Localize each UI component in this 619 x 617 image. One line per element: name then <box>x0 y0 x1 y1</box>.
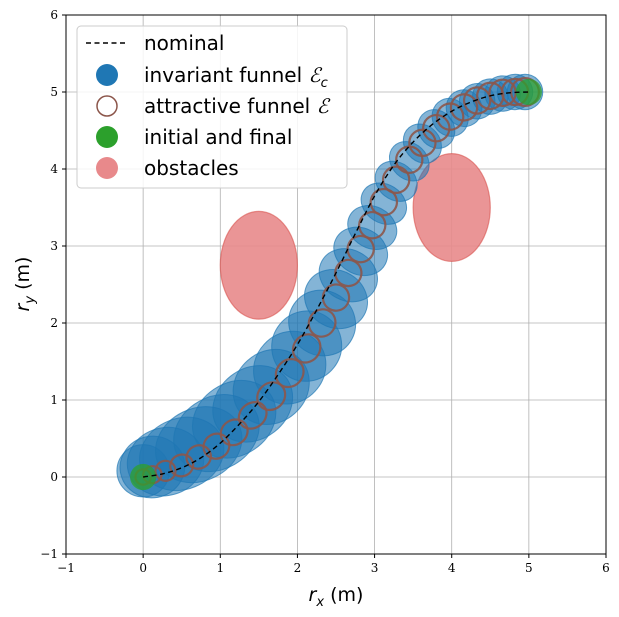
y-tick-label: 0 <box>50 470 58 484</box>
attractive-ellipse <box>381 165 411 194</box>
x-tick-label: 4 <box>448 561 456 575</box>
legend-invariant-label: invariant funnel ℰc <box>144 63 328 91</box>
y-tick-label: 2 <box>50 316 58 330</box>
attractive-ellipse <box>169 453 195 478</box>
legend-attractive-handle <box>96 95 118 117</box>
y-tick-label: −1 <box>40 547 58 561</box>
x-tick-label: 5 <box>525 561 533 575</box>
obstacles-layer <box>219 153 491 320</box>
attractive-funnel-layer <box>134 77 540 486</box>
legend-box <box>76 25 348 189</box>
attractive-ellipse <box>422 113 451 143</box>
attractive-ellipse <box>408 128 437 158</box>
obstacle <box>219 210 299 320</box>
y-tick-label: 6 <box>50 8 58 22</box>
legend-invariant-handle <box>96 64 118 86</box>
x-tick-label: 2 <box>294 561 302 575</box>
initial-final-marker <box>515 78 542 106</box>
attractive-ellipse <box>154 459 177 482</box>
x-tick-label: 6 <box>602 561 610 575</box>
attractive-ellipse <box>435 102 465 131</box>
legend-attractive-label: attractive funnel ℰ <box>144 94 331 118</box>
legend-initial-final-label: initial and final <box>144 125 292 149</box>
attractive-ellipse <box>202 432 231 460</box>
attractive-ellipse <box>476 81 505 111</box>
attractive-ellipse <box>307 308 337 338</box>
attractive-ellipse <box>395 145 424 174</box>
obstacle <box>412 153 491 263</box>
plot-area <box>116 73 544 499</box>
attractive-ellipse <box>237 401 268 430</box>
x-tick-label: 3 <box>371 561 379 575</box>
legend: nominal invariant funnel ℰc attractive f… <box>76 25 348 189</box>
attractive-ellipse <box>449 93 479 122</box>
y-axis-label: ry (m) <box>12 257 38 312</box>
nominal-trajectory <box>143 91 529 478</box>
legend-obstacles-label: obstacles <box>144 156 239 180</box>
legend-initial-final-handle <box>96 126 118 148</box>
attractive-ellipse <box>321 283 351 312</box>
attractive-ellipse <box>488 78 517 107</box>
legend-nominal-label: nominal <box>144 31 224 55</box>
x-tick-label: 0 <box>139 561 147 575</box>
axis-ticks: −1 0 1 2 3 4 5 6 −1 0 1 2 3 4 5 6 <box>40 8 610 575</box>
x-tick-label: −1 <box>57 561 75 575</box>
attractive-ellipse <box>291 333 322 364</box>
y-tick-label: 3 <box>50 239 58 253</box>
y-tick-label: 5 <box>50 85 58 99</box>
plot-frame <box>65 14 607 555</box>
y-tick-label: 4 <box>50 162 58 176</box>
x-axis-label: rx (m) <box>309 584 364 610</box>
x-tick-label: 1 <box>216 561 224 575</box>
y-tick-label: 1 <box>50 393 58 407</box>
legend-obstacles-handle <box>96 157 118 179</box>
